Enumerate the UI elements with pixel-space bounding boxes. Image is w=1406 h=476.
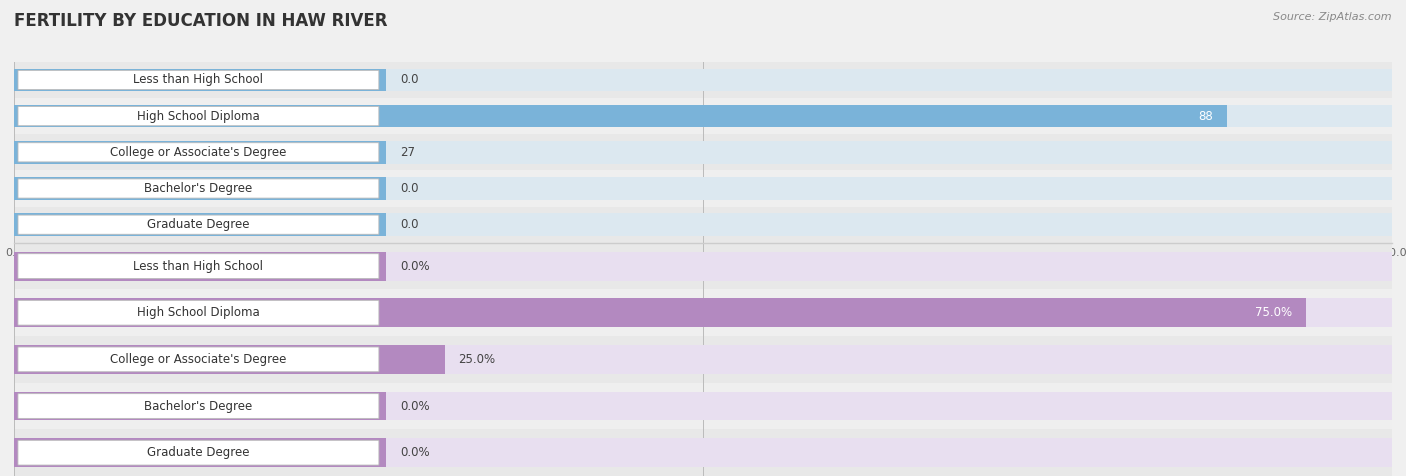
Bar bbox=[14, 429, 1392, 476]
Text: Less than High School: Less than High School bbox=[134, 73, 263, 87]
FancyBboxPatch shape bbox=[18, 394, 378, 418]
Bar bbox=[14, 177, 1392, 200]
Bar bbox=[14, 213, 1392, 236]
Text: 75.0%: 75.0% bbox=[1256, 306, 1292, 319]
Text: Bachelor's Degree: Bachelor's Degree bbox=[145, 399, 253, 413]
Bar bbox=[14, 69, 1392, 91]
FancyBboxPatch shape bbox=[18, 70, 378, 89]
Text: 0.0: 0.0 bbox=[399, 182, 419, 195]
Bar bbox=[14, 252, 1392, 280]
Bar bbox=[14, 336, 1392, 383]
Bar bbox=[14, 69, 387, 91]
Text: College or Associate's Degree: College or Associate's Degree bbox=[110, 353, 287, 366]
Text: Less than High School: Less than High School bbox=[134, 259, 263, 273]
Bar bbox=[14, 177, 387, 200]
Bar bbox=[14, 105, 1392, 128]
Bar bbox=[14, 141, 1392, 164]
Bar bbox=[14, 141, 387, 164]
Bar bbox=[14, 134, 1392, 170]
Bar bbox=[14, 298, 1392, 327]
Bar bbox=[14, 392, 1392, 420]
Bar bbox=[14, 392, 387, 420]
Text: 0.0: 0.0 bbox=[399, 73, 419, 87]
Bar bbox=[14, 98, 1392, 134]
Text: 27: 27 bbox=[399, 146, 415, 159]
Bar bbox=[14, 105, 1226, 128]
Bar bbox=[14, 289, 1392, 336]
Text: Graduate Degree: Graduate Degree bbox=[148, 446, 250, 459]
Bar bbox=[14, 383, 1392, 429]
Bar bbox=[14, 213, 387, 236]
Text: 0.0%: 0.0% bbox=[399, 399, 429, 413]
FancyBboxPatch shape bbox=[18, 143, 378, 162]
Bar bbox=[14, 170, 1392, 207]
Text: 0.0%: 0.0% bbox=[399, 259, 429, 273]
Text: Source: ZipAtlas.com: Source: ZipAtlas.com bbox=[1274, 12, 1392, 22]
Text: 0.0%: 0.0% bbox=[399, 446, 429, 459]
FancyBboxPatch shape bbox=[18, 179, 378, 198]
Bar bbox=[14, 207, 1392, 243]
Text: 0.0: 0.0 bbox=[399, 218, 419, 231]
Bar bbox=[14, 438, 387, 467]
FancyBboxPatch shape bbox=[18, 300, 378, 325]
FancyBboxPatch shape bbox=[18, 107, 378, 126]
Bar bbox=[14, 243, 1392, 289]
Text: High School Diploma: High School Diploma bbox=[136, 109, 260, 123]
Bar bbox=[14, 438, 1392, 467]
FancyBboxPatch shape bbox=[18, 215, 378, 234]
Text: 88: 88 bbox=[1198, 109, 1213, 123]
Bar bbox=[14, 252, 387, 280]
Text: College or Associate's Degree: College or Associate's Degree bbox=[110, 146, 287, 159]
Bar bbox=[14, 345, 444, 374]
Bar bbox=[14, 298, 1306, 327]
Text: Bachelor's Degree: Bachelor's Degree bbox=[145, 182, 253, 195]
Text: FERTILITY BY EDUCATION IN HAW RIVER: FERTILITY BY EDUCATION IN HAW RIVER bbox=[14, 12, 388, 30]
FancyBboxPatch shape bbox=[18, 347, 378, 372]
Bar bbox=[14, 62, 1392, 98]
FancyBboxPatch shape bbox=[18, 254, 378, 278]
Text: High School Diploma: High School Diploma bbox=[136, 306, 260, 319]
Bar bbox=[14, 345, 1392, 374]
FancyBboxPatch shape bbox=[18, 440, 378, 465]
Text: Graduate Degree: Graduate Degree bbox=[148, 218, 250, 231]
Text: 25.0%: 25.0% bbox=[458, 353, 495, 366]
